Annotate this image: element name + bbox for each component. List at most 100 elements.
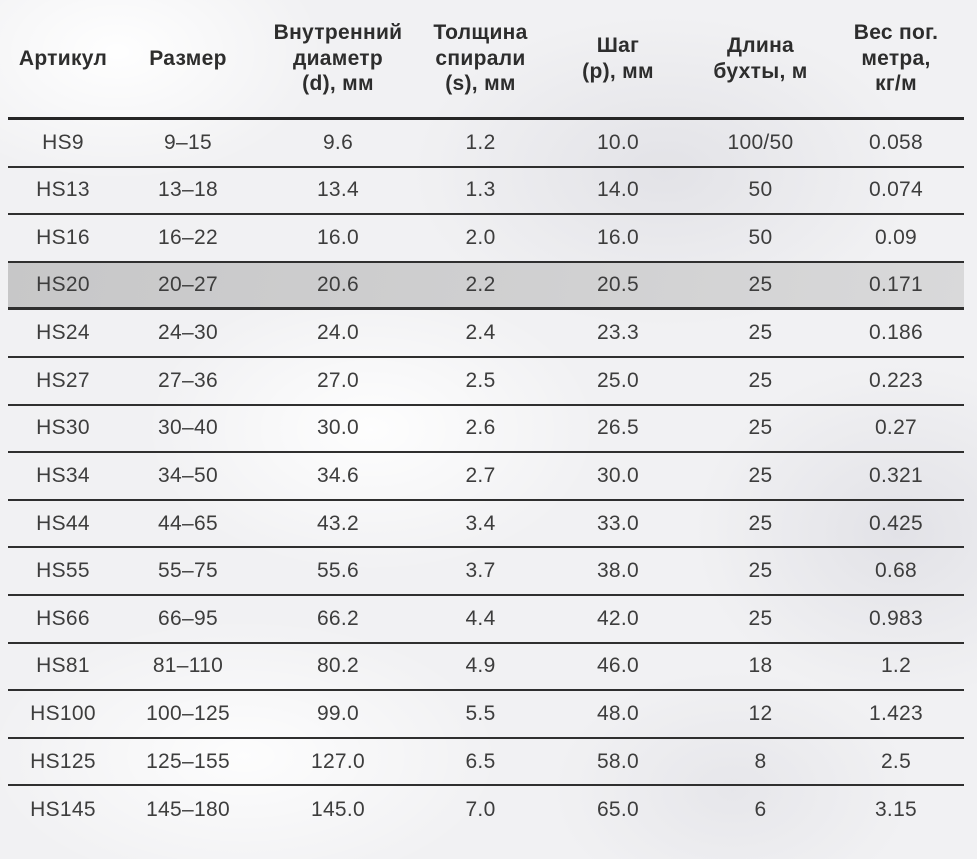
cell-pitch: 16.0 (596, 225, 640, 249)
cell-weight: 3.15 (874, 798, 918, 822)
table-header: Артикул Размер Внутренний диаметр (d), м… (8, 0, 964, 120)
cell-coil-length: 25 (748, 606, 773, 630)
cell-spiral-thickness: 2.4 (465, 321, 496, 345)
table-row: HS27 27–36 27.0 2.5 25.0 25 0.223 (8, 358, 964, 406)
cell-size: 16–22 (158, 225, 218, 249)
cell-inner-diameter: 34.6 (316, 463, 360, 487)
cell-pitch: 58.0 (596, 749, 640, 773)
table-row: HS9 9–15 9.6 1.2 10.0 100/50 0.058 (8, 120, 964, 168)
cell-coil-length: 25 (748, 321, 773, 345)
cell-spiral-thickness: 2.6 (465, 416, 496, 440)
cell-pitch: 33.0 (596, 511, 640, 535)
cell-coil-length: 12 (748, 701, 773, 725)
column-header-spiral-thickness: Толщина спирали (s), мм (433, 21, 528, 96)
cell-spiral-thickness: 4.4 (465, 606, 496, 630)
cell-article: HS24 (36, 321, 90, 345)
cell-weight: 0.074 (868, 178, 924, 202)
table-row: HS66 66–95 66.2 4.4 42.0 25 0.983 (8, 596, 964, 644)
table-row: HS125 125–155 127.0 6.5 58.0 8 2.5 (8, 739, 964, 787)
cell-size: 81–110 (152, 654, 224, 678)
cell-size: 44–65 (158, 511, 218, 535)
cell-article: HS125 (30, 749, 96, 773)
cell-inner-diameter: 127.0 (310, 749, 366, 773)
spec-table: Артикул Размер Внутренний диаметр (d), м… (8, 0, 964, 834)
cell-article: HS27 (36, 368, 90, 392)
cell-pitch: 38.0 (596, 559, 640, 583)
cell-weight: 0.186 (868, 321, 924, 345)
cell-spiral-thickness: 3.7 (465, 559, 496, 583)
cell-size: 66–95 (158, 606, 218, 630)
cell-inner-diameter: 145.0 (310, 798, 366, 822)
cell-article: HS55 (36, 559, 90, 583)
cell-size: 13–18 (158, 178, 218, 202)
cell-inner-diameter: 66.2 (316, 606, 360, 630)
cell-spiral-thickness: 2.7 (465, 463, 496, 487)
cell-coil-length: 25 (748, 368, 773, 392)
cell-article: HS100 (30, 701, 96, 725)
cell-pitch: 26.5 (596, 416, 640, 440)
cell-inner-diameter: 80.2 (316, 654, 360, 678)
cell-weight: 0.27 (874, 416, 918, 440)
column-header-pitch: Шаг (p), мм (582, 33, 654, 83)
cell-size: 30–40 (158, 416, 218, 440)
table-row: HS81 81–110 80.2 4.9 46.0 18 1.2 (8, 644, 964, 692)
cell-spiral-thickness: 2.0 (465, 225, 496, 249)
table-row: HS100 100–125 99.0 5.5 48.0 12 1.423 (8, 691, 964, 739)
cell-inner-diameter: 16.0 (316, 225, 360, 249)
table-row: HS30 30–40 30.0 2.6 26.5 25 0.27 (8, 406, 964, 454)
cell-weight: 0.09 (874, 225, 918, 249)
cell-spiral-thickness: 2.5 (465, 368, 496, 392)
cell-spiral-thickness: 7.0 (465, 798, 496, 822)
cell-pitch: 30.0 (596, 463, 640, 487)
cell-pitch: 20.5 (596, 273, 640, 297)
table-row: HS13 13–18 13.4 1.3 14.0 50 0.074 (8, 168, 964, 216)
cell-pitch: 46.0 (596, 654, 640, 678)
cell-spiral-thickness: 1.3 (465, 178, 496, 202)
cell-article: HS20 (36, 273, 90, 297)
cell-spiral-thickness: 1.2 (465, 130, 496, 154)
cell-inner-diameter: 99.0 (316, 701, 360, 725)
cell-weight: 0.223 (868, 368, 924, 392)
table-row: HS34 34–50 34.6 2.7 30.0 25 0.321 (8, 453, 964, 501)
column-header-article: Артикул (18, 46, 108, 70)
cell-size: 55–75 (158, 559, 218, 583)
table-row: HS24 24–30 24.0 2.4 23.3 25 0.186 (8, 310, 964, 358)
column-header-coil-length: Длина бухты, м (713, 33, 808, 83)
table-row: HS145 145–180 145.0 7.0 65.0 6 3.15 (8, 786, 964, 834)
cell-inner-diameter: 13.4 (316, 178, 360, 202)
cell-weight: 0.68 (874, 559, 918, 583)
cell-inner-diameter: 20.6 (316, 273, 360, 297)
table-row: HS55 55–75 55.6 3.7 38.0 25 0.68 (8, 548, 964, 596)
cell-size: 34–50 (158, 463, 218, 487)
cell-inner-diameter: 55.6 (316, 559, 360, 583)
cell-inner-diameter: 9.6 (322, 130, 354, 154)
cell-weight: 0.983 (868, 606, 924, 630)
cell-spiral-thickness: 3.4 (465, 511, 496, 535)
cell-pitch: 10.0 (596, 130, 640, 154)
column-header-weight: Вес пог. метра, кг/м (853, 21, 939, 96)
cell-coil-length: 8 (754, 749, 767, 773)
cell-article: HS44 (36, 511, 90, 535)
cell-size: 9–15 (164, 130, 212, 154)
cell-weight: 1.2 (880, 654, 912, 678)
cell-coil-length: 25 (748, 559, 773, 583)
cell-weight: 1.423 (868, 701, 924, 725)
cell-pitch: 23.3 (596, 321, 640, 345)
table-row: HS16 16–22 16.0 2.0 16.0 50 0.09 (8, 215, 964, 263)
cell-article: HS16 (36, 225, 90, 249)
cell-size: 24–30 (158, 321, 218, 345)
cell-coil-length: 18 (748, 654, 773, 678)
cell-inner-diameter: 24.0 (316, 321, 360, 345)
column-header-inner-diameter: Внутренний диаметр (d), мм (273, 21, 403, 96)
cell-weight: 0.171 (868, 273, 924, 297)
cell-size: 100–125 (146, 701, 230, 725)
cell-size: 125–155 (146, 749, 230, 773)
cell-inner-diameter: 30.0 (316, 416, 360, 440)
cell-pitch: 65.0 (596, 798, 640, 822)
cell-pitch: 48.0 (596, 701, 640, 725)
cell-article: HS30 (36, 416, 90, 440)
cell-coil-length: 50 (748, 178, 773, 202)
cell-spiral-thickness: 5.5 (465, 701, 496, 725)
cell-weight: 0.425 (868, 511, 924, 535)
table-row: HS44 44–65 43.2 3.4 33.0 25 0.425 (8, 501, 964, 549)
